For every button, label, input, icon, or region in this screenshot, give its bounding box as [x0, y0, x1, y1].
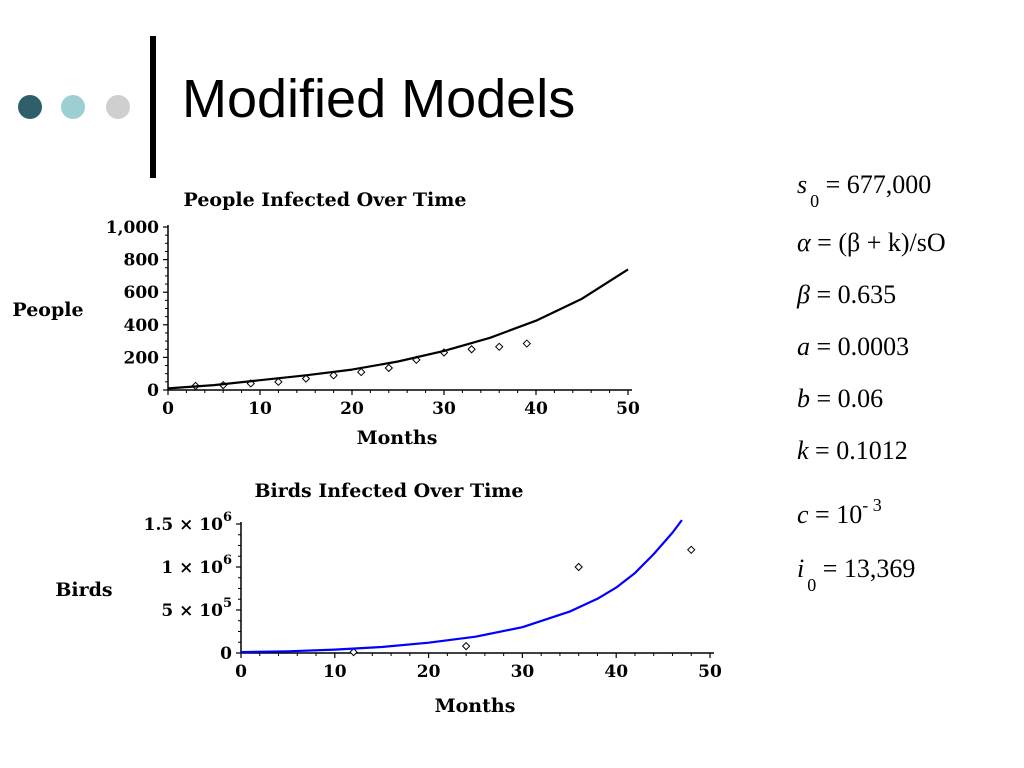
title-divider [150, 36, 156, 178]
x-tick-label: 50 [698, 662, 722, 682]
parameter-expression: = 0.0003 [810, 332, 910, 361]
parameter-subscript: 0 [810, 191, 820, 211]
y-tick-label: 0 [147, 381, 159, 401]
parameter-2: β = 0.635 [797, 282, 896, 308]
x-axis-label: Months [357, 427, 438, 449]
y-tick-mantissa: 1.5 × 10 [144, 515, 223, 535]
y-tick-exponent: 5 [223, 596, 232, 611]
y-tick-label: 1,000 [106, 218, 159, 238]
y-axis-label: People [12, 299, 83, 321]
data-point [349, 647, 358, 657]
parameter-4: b = 0.06 [797, 386, 883, 412]
decorative-dots [18, 95, 138, 121]
parameter-expression: = 10 [808, 500, 863, 529]
y-tick-label: 1 × 106 [161, 553, 232, 578]
y-tick-label: 0 [220, 644, 232, 664]
parameter-symbol: a [797, 332, 810, 361]
x-tick-label: 0 [235, 662, 247, 682]
y-tick-mantissa: 5 × 10 [161, 601, 223, 621]
y-axis-label: Birds [55, 579, 112, 601]
data-point [574, 562, 583, 572]
x-tick-label: 40 [524, 399, 548, 419]
x-tick-label: 30 [432, 399, 456, 419]
x-axis-label: Months [435, 695, 516, 717]
x-tick-label: 50 [616, 399, 640, 419]
x-tick-label: 10 [323, 662, 347, 682]
y-tick-label: 600 [124, 283, 160, 303]
data-point [467, 345, 476, 354]
x-tick-label: 20 [417, 662, 441, 682]
chart-title: Birds Infected Over Time [254, 480, 523, 502]
series-line [240, 519, 683, 654]
parameter-expression: = 0.635 [809, 280, 897, 309]
parameter-subscript: 0 [807, 575, 817, 595]
parameter-symbol: α [797, 228, 811, 257]
y-tick-exponent: 6 [223, 510, 232, 525]
parameter-expression: = 677,000 [819, 170, 932, 199]
data-point [301, 374, 311, 383]
parameter-symbol: i [797, 554, 805, 583]
parameter-symbol: c [797, 500, 809, 529]
x-tick-label: 40 [604, 662, 628, 682]
y-tick-label: 1.5 × 106 [144, 510, 232, 535]
parameter-1: α = (β + k)/sO [797, 230, 946, 256]
parameter-expression: = 13,369 [816, 554, 916, 583]
data-point [687, 545, 696, 555]
x-tick-label: 10 [248, 399, 272, 419]
people-chart: People Infected Over Time People Months 0 10… [12, 189, 640, 449]
dot-teal [61, 95, 85, 119]
chart-title: People Infected Over Time [184, 189, 467, 211]
data-point [356, 367, 366, 377]
y-tick-label: 400 [124, 316, 160, 336]
parameter-3: a = 0.0003 [797, 334, 909, 360]
parameter-7: i0 = 13,369 [797, 554, 916, 595]
slide-title: Modified Models [182, 69, 576, 129]
series-line [167, 268, 629, 390]
parameter-symbol: b [797, 384, 810, 413]
birds-chart: Birds Infected Over Time Birds Months 0 10 20… [55, 480, 722, 717]
data-point [274, 377, 283, 387]
y-tick-label: 5 × 105 [161, 596, 232, 621]
data-point [461, 641, 471, 651]
x-tick-label: 20 [340, 399, 364, 419]
y-tick-label: 200 [124, 348, 160, 368]
parameter-expression: = 0.1012 [808, 436, 908, 465]
parameter-6: c = 10- 3 [797, 496, 882, 528]
y-tick-mantissa: 1 × 10 [161, 558, 223, 578]
x-tick-label: 30 [511, 662, 535, 682]
dot-dark [18, 95, 42, 119]
parameter-0: s0 = 677,000 [797, 170, 932, 211]
parameter-symbol: k [797, 436, 809, 465]
y-tick-mantissa: 0 [220, 644, 232, 664]
parameter-expression: = (β + k)/sO [810, 228, 946, 257]
x-tick-label: 0 [162, 399, 174, 419]
parameter-symbol: β [797, 280, 810, 309]
parameter-superscript: - 3 [862, 495, 882, 515]
data-point [329, 371, 338, 380]
y-tick-exponent: 6 [223, 553, 232, 568]
data-point [384, 363, 394, 373]
data-point [494, 342, 504, 352]
parameter-expression: = 0.06 [810, 384, 884, 413]
data-point [522, 339, 532, 348]
parameter-5: k = 0.1012 [797, 438, 908, 464]
dot-gray [106, 95, 130, 119]
y-tick-label: 800 [124, 251, 160, 271]
parameter-symbol: s [797, 170, 808, 199]
